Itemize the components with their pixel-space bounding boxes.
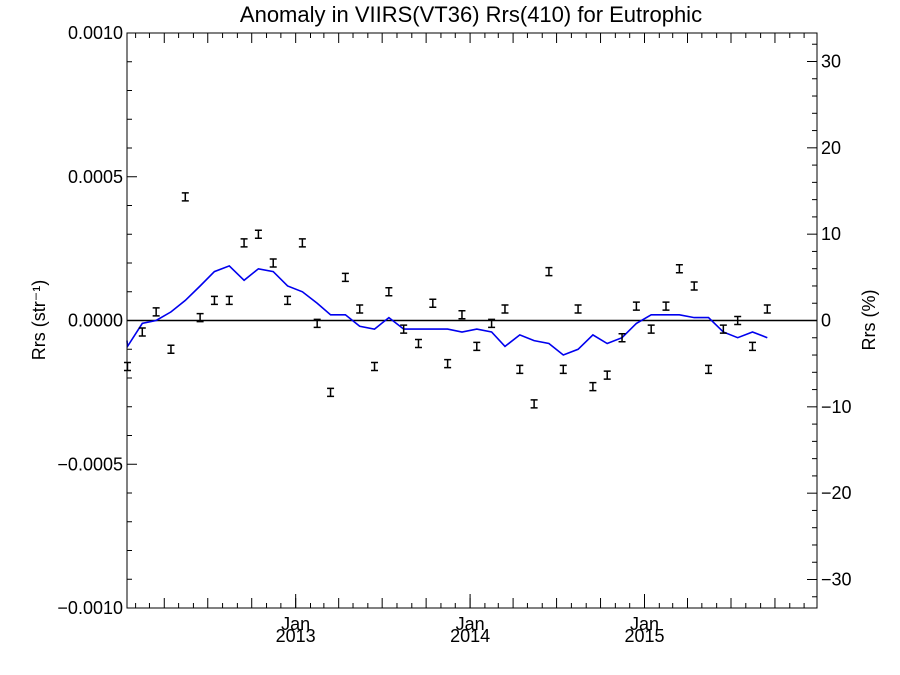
data-point (473, 341, 481, 352)
x-tick-label-month: Jan (456, 614, 485, 634)
series-line (126, 264, 768, 356)
data-point (210, 295, 218, 306)
data-point (501, 304, 509, 314)
data-point (618, 333, 626, 343)
data-point (284, 295, 292, 306)
data-point (589, 381, 597, 392)
data-point (254, 229, 262, 239)
data-point (488, 318, 496, 329)
data-point (559, 364, 567, 375)
y-tick-label-left: −0.0005 (57, 454, 123, 474)
data-point (327, 387, 335, 398)
data-point (152, 307, 160, 317)
data-point (690, 281, 698, 291)
y-tick-label-right: 30 (821, 51, 841, 71)
data-layer (123, 192, 771, 409)
chart-title: Anomaly in VIIRS(VT36) Rrs(410) for Eutr… (240, 2, 702, 27)
data-point (675, 264, 683, 274)
y-tick-label-right: 10 (821, 224, 841, 244)
data-point (313, 318, 321, 329)
data-point (763, 304, 771, 314)
y-tick-label-left: 0.0010 (68, 23, 123, 43)
x-tick-label-year: 2015 (624, 626, 664, 646)
y-axis-label-right: Rrs (%) (859, 290, 879, 351)
data-point (181, 192, 189, 202)
data-point (530, 399, 538, 409)
data-point (429, 298, 437, 308)
left-y-axis: 0.0010 0.0005 0.0000 −0.0005 −0.0010 (57, 23, 137, 618)
y-tick-label-right: 0 (821, 311, 831, 331)
data-point (196, 312, 204, 323)
y-tick-label-right: 20 (821, 138, 841, 158)
right-y-axis: 30 20 10 0 −10 −20 −30 (807, 43, 852, 598)
data-point (705, 364, 713, 375)
y-tick-label-left: 0.0000 (68, 311, 123, 331)
x-tick-label-month: Jan (630, 614, 659, 634)
y-axis-label-left: Rrs (str⁻¹) (29, 280, 49, 360)
data-point (647, 324, 655, 334)
data-point (444, 358, 452, 369)
data-point (269, 258, 277, 268)
data-point (662, 301, 670, 311)
data-point (225, 295, 233, 306)
data-point (748, 341, 756, 352)
y-tick-label-right: −10 (821, 397, 852, 417)
x-tick-label-year: 2014 (450, 626, 490, 646)
x-tick-label-year: 2013 (276, 626, 316, 646)
data-point (603, 370, 611, 380)
data-point (574, 304, 582, 314)
data-point (240, 238, 248, 248)
data-point (341, 272, 349, 283)
y-tick-label-right: −20 (821, 483, 852, 503)
data-point (371, 361, 379, 372)
data-point (545, 266, 553, 277)
data-point (414, 338, 422, 349)
data-point (356, 304, 364, 314)
data-point (719, 324, 727, 334)
data-point (734, 315, 742, 326)
data-point (167, 344, 175, 354)
data-point (298, 238, 306, 248)
data-point (385, 287, 393, 297)
data-point (138, 327, 146, 337)
data-point (516, 364, 524, 375)
data-point (400, 324, 408, 334)
data-point (458, 310, 466, 320)
y-tick-label-right: −30 (821, 570, 852, 590)
x-tick-label-month: Jan (281, 614, 310, 634)
y-tick-label-left: −0.0010 (57, 598, 123, 618)
data-point (632, 301, 640, 311)
y-tick-label-left: 0.0005 (68, 167, 123, 187)
